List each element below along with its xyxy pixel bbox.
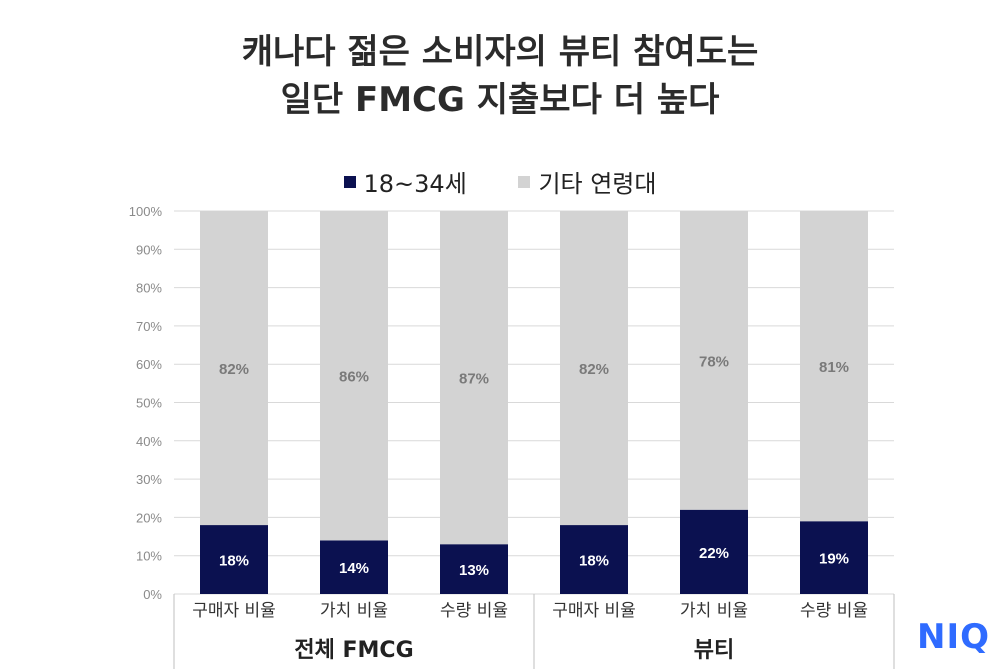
- chart-title-line-1: 캐나다 젊은 소비자의 뷰티 참여도는: [241, 32, 759, 72]
- data-label-other: 82%: [219, 361, 249, 378]
- y-tick-label: 10%: [136, 549, 162, 564]
- x-group-label: 전체 FMCG: [294, 638, 413, 663]
- bar-other: [800, 211, 868, 522]
- y-tick-label: 70%: [136, 319, 162, 334]
- data-label-young: 22%: [699, 545, 729, 562]
- data-label-other: 87%: [459, 371, 489, 388]
- data-label-other: 82%: [579, 361, 609, 378]
- legend-label-young: 18~34세: [363, 170, 467, 198]
- legend-item-young: 18~34세: [343, 164, 467, 199]
- y-tick-label: 50%: [136, 396, 162, 411]
- y-tick-label: 40%: [136, 434, 162, 449]
- chart-title-line-2: 일단 FMCG 지출보다 더 높다: [280, 80, 720, 120]
- data-label-other: 81%: [819, 359, 849, 376]
- y-tick-label: 100%: [129, 204, 163, 219]
- x-category-label: 수량 비율: [440, 601, 508, 621]
- chart-legend: 18~34세 기타 연령대: [0, 164, 1000, 199]
- niq-logo: NIQ: [916, 617, 990, 657]
- y-tick-label: 80%: [136, 281, 162, 296]
- x-category-label: 가치 비율: [320, 601, 388, 621]
- data-label-other: 78%: [699, 353, 729, 370]
- bar-other: [440, 211, 508, 545]
- bar-young: [320, 540, 388, 594]
- y-tick-label: 60%: [136, 357, 162, 372]
- y-tick-label: 0%: [143, 587, 162, 602]
- bar-young: [680, 509, 748, 594]
- bar-young: [200, 525, 268, 594]
- data-label-young: 14%: [339, 560, 369, 577]
- bar-young: [800, 521, 868, 594]
- legend-item-other: 기타 연령대: [518, 164, 656, 199]
- y-tick-label: 90%: [136, 242, 162, 257]
- data-label-young: 18%: [219, 553, 249, 570]
- data-label-young: 13%: [459, 562, 489, 579]
- data-label-young: 18%: [579, 553, 609, 570]
- x-category-label: 수량 비율: [800, 601, 868, 621]
- bar-young: [560, 525, 628, 594]
- x-category-label: 가치 비율: [680, 601, 748, 621]
- bar-other: [200, 211, 268, 526]
- legend-swatch-young: [343, 175, 356, 188]
- legend-label-other: 기타 연령대: [538, 170, 657, 198]
- x-category-label: 구매자 비율: [192, 601, 276, 621]
- x-group-label: 뷰티: [694, 638, 734, 663]
- legend-swatch-other: [518, 175, 531, 188]
- bar-other: [560, 211, 628, 526]
- x-category-label: 구매자 비율: [552, 601, 636, 621]
- bar-young: [440, 544, 508, 594]
- y-tick-label: 30%: [136, 472, 162, 487]
- chart-title: 캐나다 젊은 소비자의 뷰티 참여도는 일단 FMCG 지출보다 더 높다: [0, 28, 1000, 124]
- bar-other: [680, 211, 748, 510]
- bar-other: [320, 211, 388, 541]
- data-label-young: 19%: [819, 551, 849, 568]
- y-tick-label: 20%: [136, 510, 162, 525]
- data-label-other: 86%: [339, 369, 369, 386]
